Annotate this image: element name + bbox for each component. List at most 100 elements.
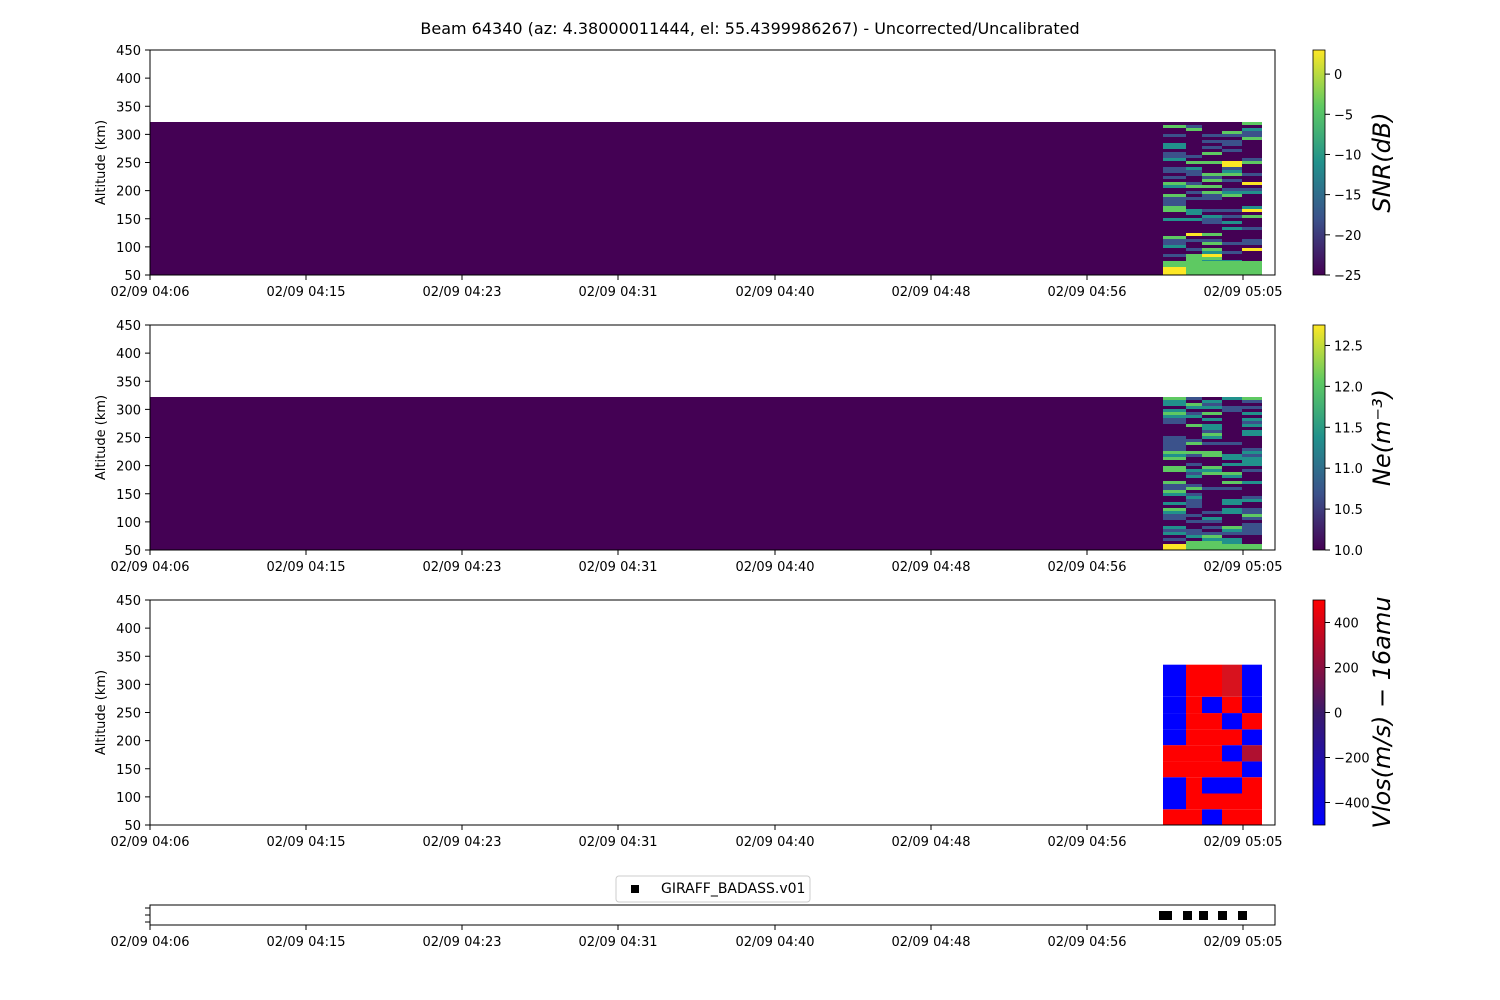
heatmap-cell <box>1222 517 1242 520</box>
heatmap-cell <box>1242 508 1262 511</box>
heatmap-cell <box>1242 463 1262 466</box>
heatmap-cell <box>1202 397 1222 400</box>
heatmap-cell <box>1186 502 1202 505</box>
heatmap-cell <box>1202 161 1222 164</box>
heatmap-cell <box>1202 176 1222 179</box>
heatmap-cell <box>1186 188 1202 191</box>
timeline-marker <box>1238 911 1247 920</box>
panel-1-ytick-label: 250 <box>116 157 141 172</box>
heatmap-cell <box>1163 267 1186 275</box>
panel-1-colorbar-tick-label: −15 <box>1334 189 1361 204</box>
panel-2-colorbar-tick-label: 12.0 <box>1334 380 1363 395</box>
vlos-cell <box>1202 664 1222 681</box>
panel-2-ytick-label: 250 <box>116 432 141 447</box>
heatmap-cell <box>1202 412 1222 415</box>
heatmap-cell <box>1186 134 1202 137</box>
heatmap-cell <box>1186 433 1202 436</box>
heatmap-cell <box>1163 475 1186 478</box>
heatmap-cell <box>1222 406 1242 409</box>
heatmap-cell <box>1163 457 1186 460</box>
vlos-cell <box>1186 681 1202 697</box>
heatmap-cell <box>1222 212 1242 215</box>
heatmap-cell <box>1222 179 1242 182</box>
heatmap-cell <box>1163 472 1186 475</box>
panel-2-xtick-label: 02/09 04:15 <box>266 560 345 575</box>
heatmap-cell <box>1222 230 1242 233</box>
vlos-cell <box>1202 793 1222 810</box>
panel-2-xtick-label: 02/09 04:40 <box>735 560 814 575</box>
heatmap-cell <box>1242 188 1262 191</box>
heatmap-cell <box>1163 173 1186 176</box>
heatmap-cell <box>1163 520 1186 523</box>
heatmap-cell <box>1202 188 1222 191</box>
heatmap-cell <box>1242 403 1262 406</box>
heatmap-cell <box>1186 523 1202 526</box>
panel-3-colorbar-tick-label: −200 <box>1334 752 1370 767</box>
heatmap-cell <box>1222 511 1242 514</box>
heatmap-cell <box>1242 511 1262 514</box>
heatmap-cell <box>1222 466 1242 469</box>
vlos-cell <box>1163 745 1186 762</box>
heatmap-cell <box>1222 439 1242 442</box>
heatmap-cell <box>1242 137 1262 140</box>
heatmap-cell <box>1222 526 1242 529</box>
vlos-cell <box>1186 777 1202 794</box>
heatmap-cell <box>1242 149 1262 152</box>
heatmap-cell <box>1242 239 1262 242</box>
heatmap-cell <box>1163 254 1186 257</box>
vlos-cell <box>1202 809 1222 825</box>
panel-1-xtick-label: 02/09 05:05 <box>1203 285 1282 300</box>
heatmap-cell <box>1163 179 1186 182</box>
heatmap-cell <box>1222 173 1242 176</box>
heatmap-cell <box>1163 433 1186 436</box>
timeline-marker <box>1199 911 1208 920</box>
heatmap-cell <box>1242 445 1262 448</box>
timeline-frame <box>149 904 1276 926</box>
vlos-cell <box>1222 761 1242 778</box>
heatmap-cell <box>1242 448 1262 451</box>
figure-title: Beam 64340 (az: 4.38000011444, el: 55.43… <box>420 19 1079 38</box>
panel-2-xtick-label: 02/09 05:05 <box>1203 560 1282 575</box>
heatmap-cell <box>1186 149 1202 152</box>
heatmap-cell <box>1186 200 1202 203</box>
heatmap-cell <box>1242 406 1262 409</box>
heatmap-cell <box>1202 514 1222 517</box>
legend-label: GIRAFF_BADASS.v01 <box>661 881 805 897</box>
timeline-xtick-label: 02/09 04:06 <box>110 935 189 950</box>
panel-2-colorbar-label: Ne(m⁻³) <box>1368 389 1396 486</box>
heatmap-cell <box>1202 466 1222 469</box>
vlos-cell <box>1242 729 1262 746</box>
heatmap-cell <box>1163 451 1186 454</box>
heatmap-cell <box>1163 481 1186 484</box>
heatmap-cell <box>1242 490 1262 493</box>
heatmap-cell <box>1163 221 1186 224</box>
heatmap-cell <box>1163 523 1186 526</box>
heatmap-cell <box>1186 487 1202 490</box>
heatmap-cell <box>1202 173 1222 176</box>
heatmap-cell <box>1242 227 1262 230</box>
heatmap-cell <box>1163 176 1186 179</box>
heatmap-cell <box>1186 125 1202 128</box>
heatmap-cell <box>1242 167 1262 170</box>
timeline-marker <box>1183 911 1192 920</box>
heatmap-cell <box>1202 502 1222 505</box>
heatmap-cell <box>1163 200 1186 203</box>
heatmap-cell <box>1242 224 1262 227</box>
heatmap-cell <box>1163 535 1186 538</box>
heatmap-cell <box>1222 155 1242 158</box>
heatmap-cell <box>1202 164 1222 167</box>
heatmap-cell <box>1242 170 1262 173</box>
heatmap-cell <box>1242 206 1262 209</box>
panel-1-colorbar-label: SNR(dB) <box>1368 112 1396 212</box>
heatmap-cell <box>1163 131 1186 134</box>
panel-1-ytick-label: 100 <box>116 241 141 256</box>
vlos-cell <box>1186 793 1202 810</box>
heatmap-cell <box>1242 499 1262 502</box>
heatmap-cell <box>1186 481 1202 484</box>
heatmap-cell <box>1222 415 1242 418</box>
panel-3-colorbar-tick-label: 0 <box>1334 707 1342 722</box>
heatmap-cell <box>1186 448 1202 451</box>
heatmap-cell <box>1222 248 1242 251</box>
heatmap-cell <box>1163 155 1186 158</box>
heatmap-cell <box>1163 400 1186 403</box>
